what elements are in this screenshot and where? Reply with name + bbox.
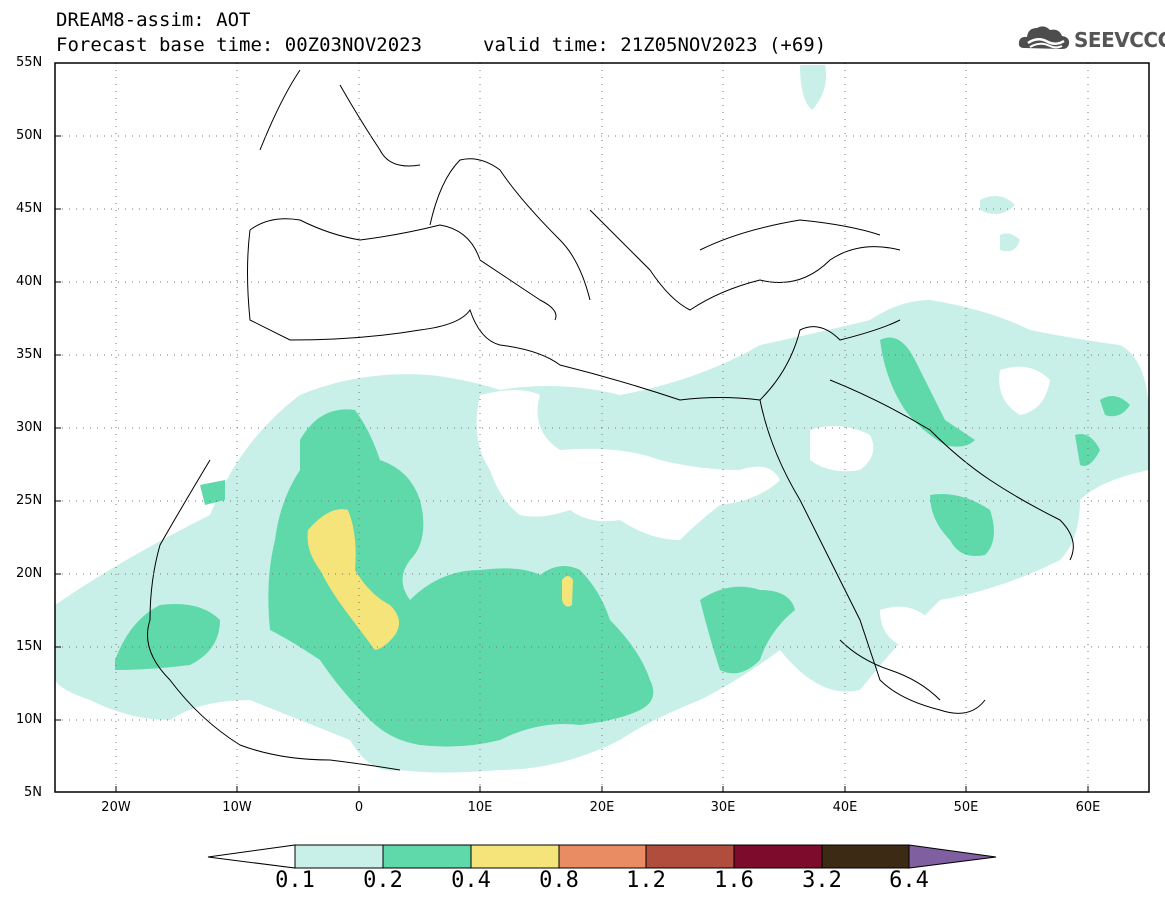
colorbar-under-arrow [207, 844, 296, 869]
aot-field-gaps [476, 366, 1050, 645]
colorbar-bin-4 [645, 844, 735, 869]
lat-label: 20N [16, 566, 43, 581]
colorbar-label: 1.2 [626, 868, 666, 893]
lat-label: 10N [16, 712, 43, 727]
lon-label: 60E [1075, 800, 1101, 815]
lat-label: 15N [16, 639, 43, 654]
colorbar-label: 1.6 [714, 868, 754, 893]
valid-time: valid time: 21Z05NOV2023 (+69) [483, 34, 827, 56]
lat-label: 5N [24, 785, 42, 800]
lat-label: 30N [16, 420, 43, 435]
colorbar-label: 6.4 [889, 868, 929, 893]
lon-label: 30E [710, 800, 736, 815]
gridlines [55, 63, 1149, 792]
lon-label: 50E [953, 800, 979, 815]
lon-label: 20E [589, 800, 615, 815]
base-time: Forecast base time: 00Z03NOV2023 [56, 34, 423, 56]
colorbar-over-arrow [908, 844, 997, 869]
colorbar-bin-5 [733, 844, 823, 869]
colorbar-bin-1 [382, 844, 472, 869]
lat-label: 40N [16, 274, 43, 289]
lon-label: 10W [222, 800, 252, 815]
lat-label: 50N [16, 128, 43, 143]
aot-field-0.4 [307, 509, 573, 650]
ticks [55, 62, 1089, 792]
lon-label: 20W [101, 800, 131, 815]
seevccc-logo: SEEVCCC [1016, 22, 1165, 58]
colorbar-bin-6 [821, 844, 910, 869]
lat-label: 35N [16, 347, 43, 362]
lat-label: 45N [16, 201, 43, 216]
lon-label: 40E [832, 800, 858, 815]
colorbar-bin-2 [470, 844, 560, 869]
colorbar-label: 0.4 [451, 868, 491, 893]
colorbar-label: 0.8 [539, 868, 579, 893]
cloud-icon [1018, 26, 1070, 49]
colorbar-bin-3 [558, 844, 647, 869]
colorbar-label: 3.2 [802, 868, 842, 893]
lon-label: 10E [467, 800, 493, 815]
colorbar [207, 844, 997, 869]
colorbar-label: 0.2 [363, 868, 403, 893]
aot-field-0.2 [115, 337, 1130, 747]
lat-label: 55N [16, 55, 43, 70]
logo-text: SEEVCCC [1074, 28, 1165, 52]
product-title: DREAM8-assim: AOT [56, 9, 251, 31]
colorbar-label: 0.1 [275, 868, 315, 893]
colorbar-bin-0 [294, 844, 384, 869]
lon-label: 0 [354, 800, 364, 815]
lat-label: 25N [16, 493, 43, 508]
coastlines [147, 69, 1074, 771]
